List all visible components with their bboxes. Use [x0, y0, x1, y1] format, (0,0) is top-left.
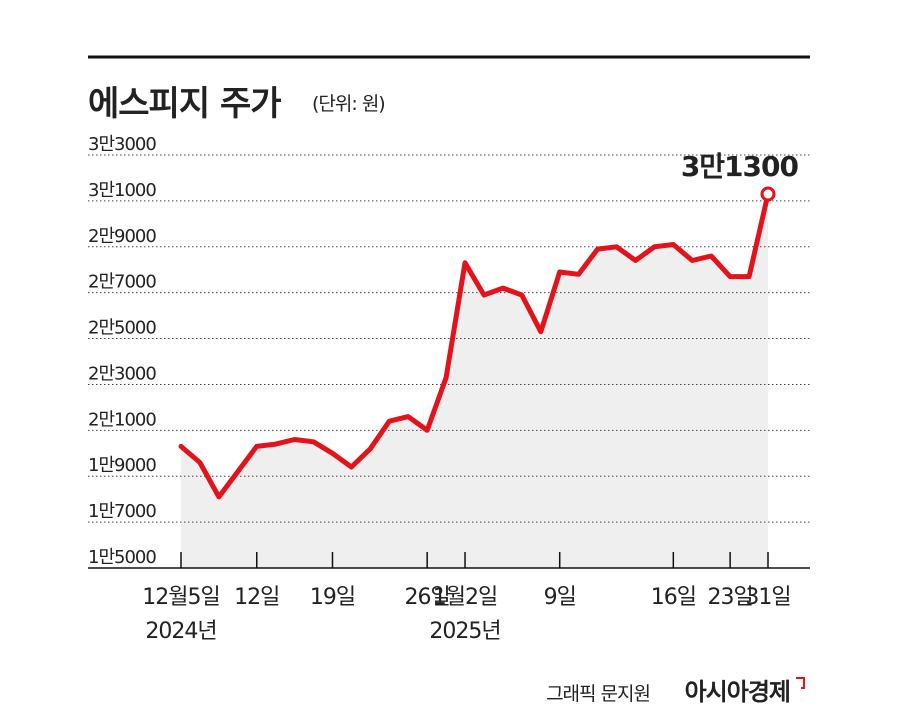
y-tick-label: 1만9000 — [88, 455, 156, 476]
x-tick-label: 9일 — [544, 585, 576, 610]
x-tick-label: 12일 — [234, 585, 279, 610]
x-tick-label: 31일 — [745, 585, 790, 610]
x-tick-label: 19일 — [310, 585, 355, 610]
x-tick-label: 1월2일 — [433, 585, 497, 610]
x-tick-label: 26일 — [405, 585, 450, 610]
source: 아시아경제 — [685, 678, 790, 706]
end-point — [760, 186, 776, 202]
y-tick-label: 3만1000 — [88, 180, 156, 201]
y-tick-label: 2만3000 — [88, 363, 156, 384]
y-tick-label: 1만7000 — [88, 501, 156, 522]
y-tick-label: 1만5000 — [88, 547, 156, 568]
chart-subtitle: (단위: 원) — [312, 93, 385, 115]
area — [181, 194, 768, 568]
x-tick-label: 23일 — [708, 585, 753, 610]
x-tick-label: 16일 — [651, 585, 696, 610]
value-label: 3만1300 — [681, 150, 799, 183]
y-tick-label: 2만1000 — [88, 409, 156, 430]
x-year-label: 2025년 — [429, 619, 500, 644]
y-tick-label: 3만3000 — [88, 134, 156, 155]
line — [178, 191, 771, 500]
x-tick-label: 12월5일 — [142, 585, 219, 610]
y-tick-label: 2만7000 — [88, 272, 156, 293]
y-tick-label: 2만5000 — [88, 318, 156, 339]
credit: 그래픽 문지원 — [546, 683, 650, 705]
chart-title: 에스피지 주가 — [88, 84, 281, 124]
logo-mark — [796, 677, 805, 689]
x-year-label: 2024년 — [145, 619, 216, 644]
y-tick-label: 2만9000 — [88, 226, 156, 247]
